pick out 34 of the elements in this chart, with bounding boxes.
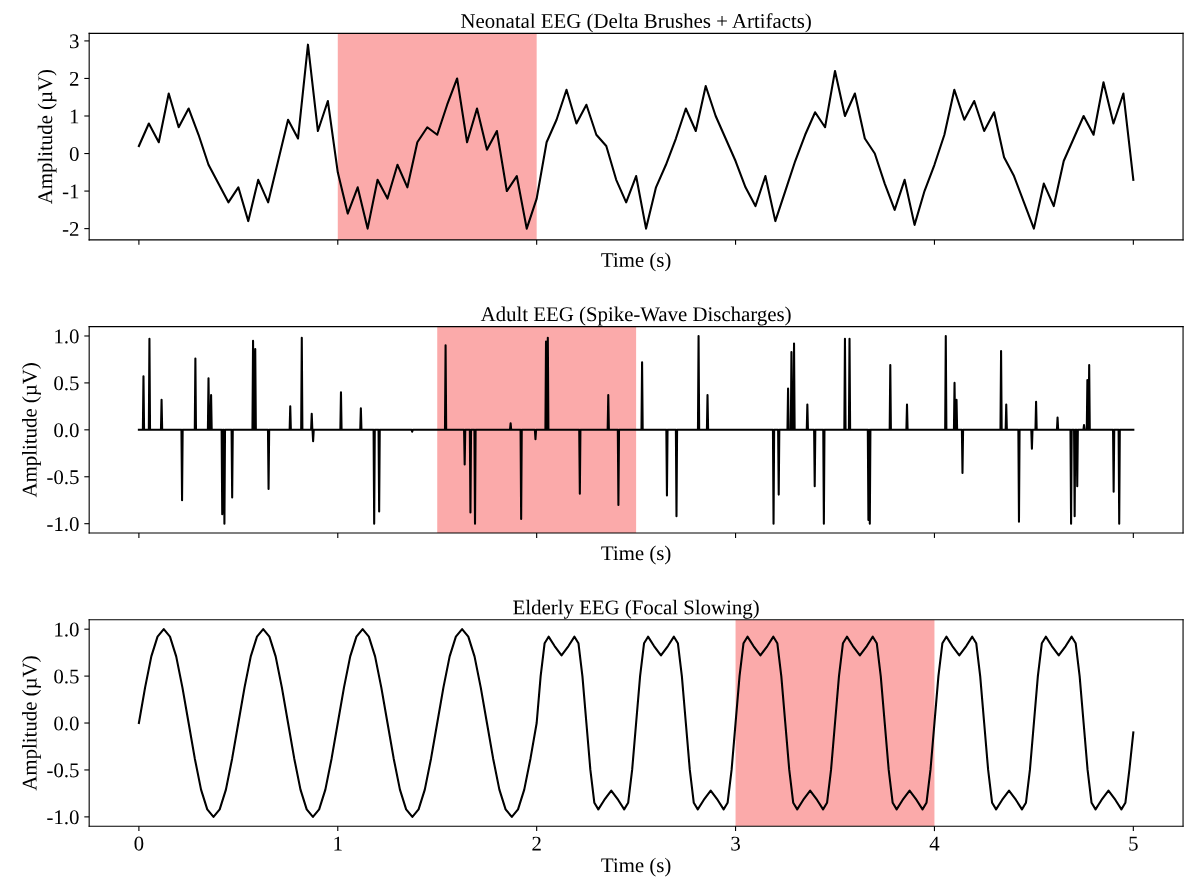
y-tick-label: 0.0 [54, 423, 79, 438]
x-tick-label: 0 [134, 836, 144, 851]
y-tick-label: -0.5 [47, 763, 79, 778]
y-tick-label: 1.0 [55, 329, 79, 344]
y-tick-label: 1 [70, 109, 79, 124]
y-tick-label: -0.5 [47, 470, 79, 485]
y-axis-title: Amplitude (µV) [22, 656, 41, 791]
x-tick-label: 1 [334, 836, 342, 851]
y-tick-label: 0.0 [54, 716, 79, 731]
x-tick-label: 3 [731, 836, 740, 851]
x-tick-label: 2 [532, 836, 541, 851]
y-tick-label: -1.0 [47, 810, 79, 825]
y-tick-label: -1.0 [47, 517, 79, 532]
y-tick-label: -2 [62, 222, 79, 236]
y-tick-label: -1 [62, 184, 79, 199]
line-series [137, 628, 1135, 818]
y-axis-title: Amplitude (µV) [22, 363, 41, 498]
y-tick-label: 1.0 [55, 622, 79, 637]
x-axis-title: Time (s) [601, 252, 671, 272]
x-axis-title: Time (s) [601, 545, 671, 565]
y-tick-label: 0 [69, 146, 79, 161]
y-tick-label: 2 [69, 71, 79, 86]
x-tick-label: 5 [1129, 836, 1138, 851]
line-series [137, 334, 1135, 525]
chart-title: Elderly EEG (Focal Slowing) [513, 599, 759, 619]
y-axis-title: Amplitude (µV) [37, 69, 57, 205]
y-tick-label: 0.5 [54, 669, 79, 684]
y-tick-label: 0.5 [54, 376, 79, 391]
x-tick-label: 4 [929, 836, 940, 851]
line-series [137, 43, 1135, 230]
y-tick-label: 3 [70, 34, 79, 49]
x-axis-title: Time (s) [601, 857, 671, 877]
chart-title: Neonatal EEG (Delta Brushes + Artifacts) [461, 13, 811, 33]
chart-title: Adult EEG (Spike-Wave Discharges) [480, 306, 791, 326]
